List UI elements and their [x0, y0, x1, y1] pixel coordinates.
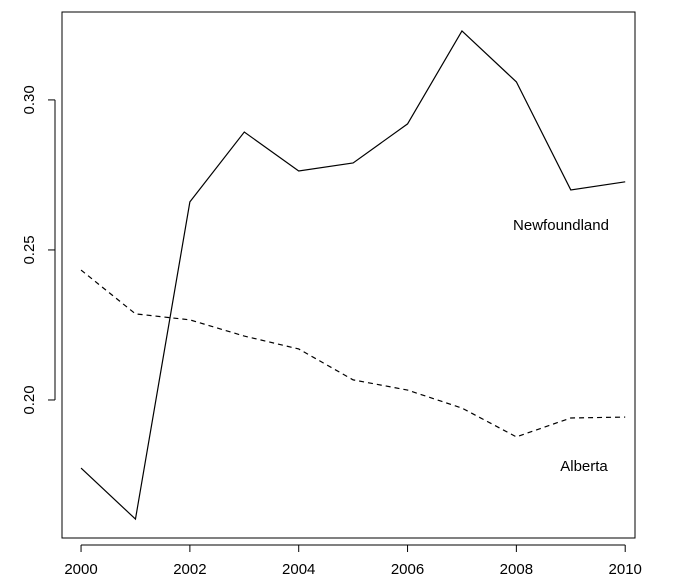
x-tick-label: 2004 [282, 561, 315, 578]
annotation: Alberta [560, 458, 608, 475]
x-tick-label: 2006 [391, 561, 424, 578]
series-line [80, 269, 626, 438]
y-tick-label: 0.30 [21, 85, 38, 114]
x-tick-label: 2010 [609, 561, 642, 578]
series-line [80, 29, 626, 521]
y-tick-label: 0.20 [21, 385, 38, 414]
annotation: Newfoundland [513, 217, 609, 234]
x-tick-label: 2002 [173, 561, 206, 578]
y-tick-label: 0.25 [21, 235, 38, 264]
x-tick-label: 2000 [64, 561, 97, 578]
x-tick-label: 2008 [500, 561, 533, 578]
plot-frame [61, 11, 636, 539]
